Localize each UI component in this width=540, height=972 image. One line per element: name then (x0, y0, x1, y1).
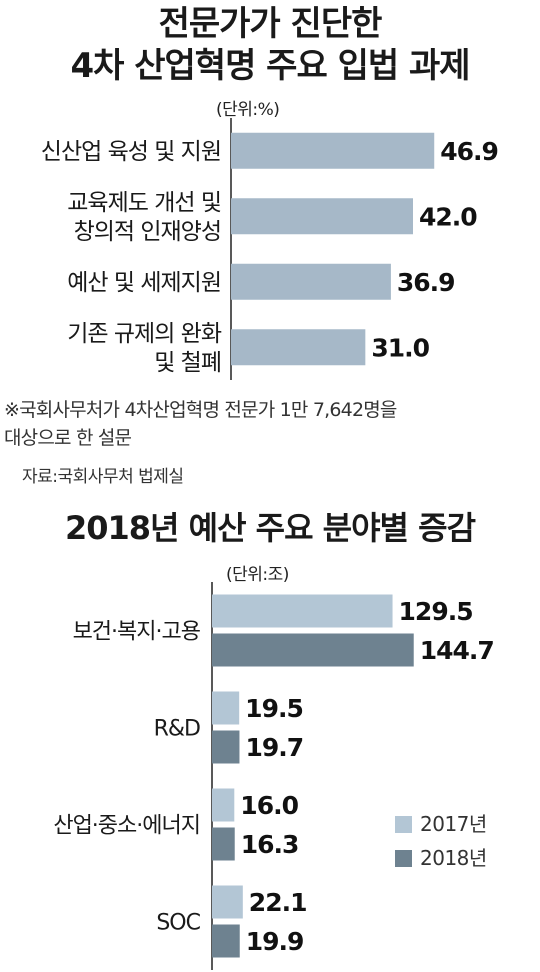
chart2-value-label-0-1: 19.5 (245, 694, 303, 723)
chart2-bar-1-0 (212, 633, 414, 667)
chart2-value-label-1-0: 144.7 (420, 636, 494, 665)
chart1-bar-3 (231, 329, 366, 366)
chart1-note-line1: ※국회사무처가 4차산업혁명 전문가 1만 7,642명을 (4, 399, 397, 421)
chart2-legend-swatch-0 (395, 816, 412, 833)
chart1-category-label-2-0: 예산 및 세제지원 (67, 270, 221, 296)
chart2-title: 2018년 예산 주요 분야별 증감 (64, 509, 476, 547)
chart2-value-label-0-3: 22.1 (249, 888, 307, 917)
chart2-legend-label-0: 2017년 (420, 812, 487, 836)
chart2-value-label-0-2: 16.0 (240, 791, 298, 820)
chart2-legend-label-1: 2018년 (420, 846, 487, 870)
chart1-bar-2 (231, 263, 391, 300)
chart2-category-label-2: 산업·중소·에너지 (53, 814, 200, 839)
chart1-title-line2: 4차 산업혁명 주요 입법 과제 (70, 46, 470, 86)
chart2-bar-1-2 (212, 827, 235, 861)
chart1-value-label-3: 31.0 (371, 333, 429, 362)
chart1-bar-0 (231, 132, 435, 169)
chart2-bar-0-0 (212, 594, 393, 628)
chart1-category-label-0-0: 신산업 육성 및 지원 (41, 139, 221, 165)
chart2-value-label-1-1: 19.7 (245, 733, 303, 762)
chart2-legend-swatch-1 (395, 850, 412, 867)
chart1-category-label-1-1: 창의적 인재양성 (74, 219, 221, 245)
chart2-category-label-1: R&D (154, 717, 200, 742)
chart1-category-label-3-0: 기존 규제의 완화 (67, 321, 222, 347)
chart2-bar-0-1 (212, 691, 240, 725)
chart2-bar-1-1 (212, 730, 240, 764)
chart2-value-label-1-3: 19.9 (246, 927, 304, 956)
chart1-category-label-1-0: 교육제도 개선 및 (67, 190, 221, 216)
chart1-value-label-1: 42.0 (419, 202, 477, 231)
chart2-value-label-0-0: 129.5 (399, 597, 473, 626)
chart2-category-label-3: SOC (156, 911, 200, 936)
chart1-bar-1 (231, 198, 413, 235)
chart1-unit: (단위:%) (216, 100, 280, 120)
chart2-bar-1-3 (212, 924, 240, 958)
chart1-value-label-0: 46.9 (440, 137, 498, 166)
chart1-title-line1: 전문가가 진단한 (158, 4, 383, 44)
chart2-bar-0-2 (212, 788, 235, 822)
chart2-plot: 129.5 144.7 보건·복지·고용 19.5 19.7 R&D 16.0 16.3 산업·… (53, 582, 495, 970)
chart1-note-line2: 대상으로 한 설문 (4, 427, 132, 449)
chart2-category-label-0: 보건·복지·고용 (73, 620, 201, 645)
chart2-bar-0-3 (212, 885, 243, 919)
chart2-unit: (단위:조) (226, 565, 289, 585)
chart1-category-label-3-1: 및 철폐 (154, 350, 221, 376)
chart2-value-label-1-2: 16.3 (241, 830, 299, 859)
chart1-value-label-2: 36.9 (397, 268, 455, 297)
chart1-source: 자료:국회사무처 법제실 (22, 467, 184, 487)
